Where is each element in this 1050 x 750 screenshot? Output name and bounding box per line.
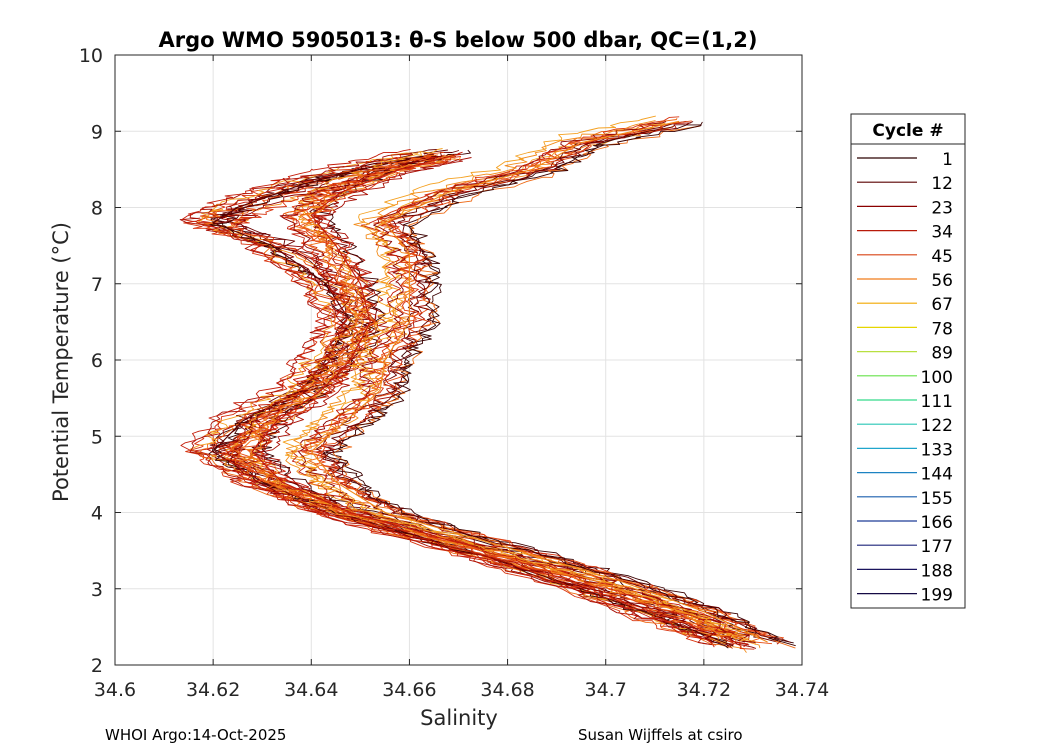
y-tick-label: 10	[79, 45, 103, 67]
legend-entry-label: 100	[921, 368, 953, 388]
legend-entry-label: 111	[921, 392, 953, 412]
legend: Cycle # 1 12 23 34 45 56 67 78 89 100 111 122 133 144…	[851, 114, 965, 608]
y-tick-label: 2	[91, 655, 103, 677]
legend-entry-label: 166	[921, 513, 953, 533]
y-tick-label: 7	[91, 274, 103, 296]
legend-entry-label: 122	[921, 416, 953, 436]
legend-entry-label: 188	[921, 561, 953, 581]
chart-title: Argo WMO 5905013: θ-S below 500 dbar, QC…	[159, 28, 758, 52]
legend-entry-label: 144	[921, 465, 953, 485]
legend-entry-label: 12	[931, 174, 953, 194]
y-tick-label: 6	[91, 350, 103, 372]
y-axis-label: Potential Temperature (°C)	[49, 222, 73, 502]
plot-area: 34.6 34.62 34.64 34.66 34.68 34.7 34.72 34.74 2…	[79, 45, 829, 701]
x-tick-label: 34.68	[480, 679, 534, 701]
x-tick-label: 34.74	[775, 679, 829, 701]
legend-entry-label: 56	[931, 271, 953, 291]
y-tick-label: 5	[91, 426, 103, 448]
x-tick-label: 34.66	[382, 679, 436, 701]
x-axis-label: Salinity	[420, 706, 498, 730]
legend-title: Cycle #	[872, 121, 943, 141]
footer-author: Susan Wijffels at csiro	[578, 726, 743, 744]
legend-entry-label: 177	[921, 537, 953, 557]
x-tick-label: 34.72	[677, 679, 731, 701]
legend-entry-label: 155	[921, 489, 953, 509]
x-tick-label: 34.6	[94, 679, 136, 701]
y-tick-label: 3	[91, 579, 103, 601]
legend-entry-label: 45	[931, 247, 953, 267]
legend-entry-label: 67	[931, 295, 953, 315]
x-tick-label: 34.62	[186, 679, 240, 701]
legend-entry-label: 23	[931, 198, 953, 218]
legend-entry-label: 1	[942, 150, 953, 170]
legend-entry-label: 133	[921, 440, 953, 460]
theta-s-figure: 34.6 34.62 34.64 34.66 34.68 34.7 34.72 34.74 2…	[0, 0, 1050, 750]
footer-source: WHOI Argo:14-Oct-2025	[105, 726, 286, 744]
y-tick-label: 9	[91, 121, 103, 143]
legend-entry-label: 34	[931, 223, 953, 243]
legend-entry-label: 199	[921, 586, 953, 606]
legend-entry-label: 89	[931, 344, 953, 364]
y-tick-label: 8	[91, 198, 103, 220]
x-tick-label: 34.7	[585, 679, 627, 701]
y-tick-label: 4	[91, 503, 103, 525]
legend-entry-label: 78	[931, 319, 953, 339]
x-tick-label: 34.64	[284, 679, 338, 701]
